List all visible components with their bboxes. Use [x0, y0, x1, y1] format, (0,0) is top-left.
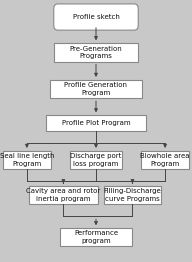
Text: Profile Generation
Program: Profile Generation Program [65, 82, 127, 96]
FancyBboxPatch shape [29, 186, 98, 204]
Text: Blowhole area
Program: Blowhole area Program [140, 153, 190, 167]
FancyBboxPatch shape [46, 115, 146, 131]
Text: Profile sketch: Profile sketch [73, 14, 119, 20]
Text: Profile Plot Program: Profile Plot Program [62, 120, 130, 126]
Text: Performance
program: Performance program [74, 230, 118, 244]
Text: Filling-Discharge
curve Programs: Filling-Discharge curve Programs [104, 188, 161, 202]
FancyBboxPatch shape [54, 4, 138, 30]
FancyBboxPatch shape [70, 151, 122, 169]
Text: Seal line length
Program: Seal line length Program [0, 153, 54, 167]
FancyBboxPatch shape [141, 151, 189, 169]
Text: Pre-Generation
Programs: Pre-Generation Programs [70, 46, 122, 59]
FancyBboxPatch shape [104, 186, 161, 204]
FancyBboxPatch shape [60, 228, 132, 246]
FancyBboxPatch shape [50, 80, 142, 98]
Text: Discharge port
loss program: Discharge port loss program [70, 153, 122, 167]
FancyBboxPatch shape [54, 43, 138, 62]
Text: Cavity area and rotor
inertia program: Cavity area and rotor inertia program [26, 188, 100, 202]
FancyBboxPatch shape [3, 151, 51, 169]
